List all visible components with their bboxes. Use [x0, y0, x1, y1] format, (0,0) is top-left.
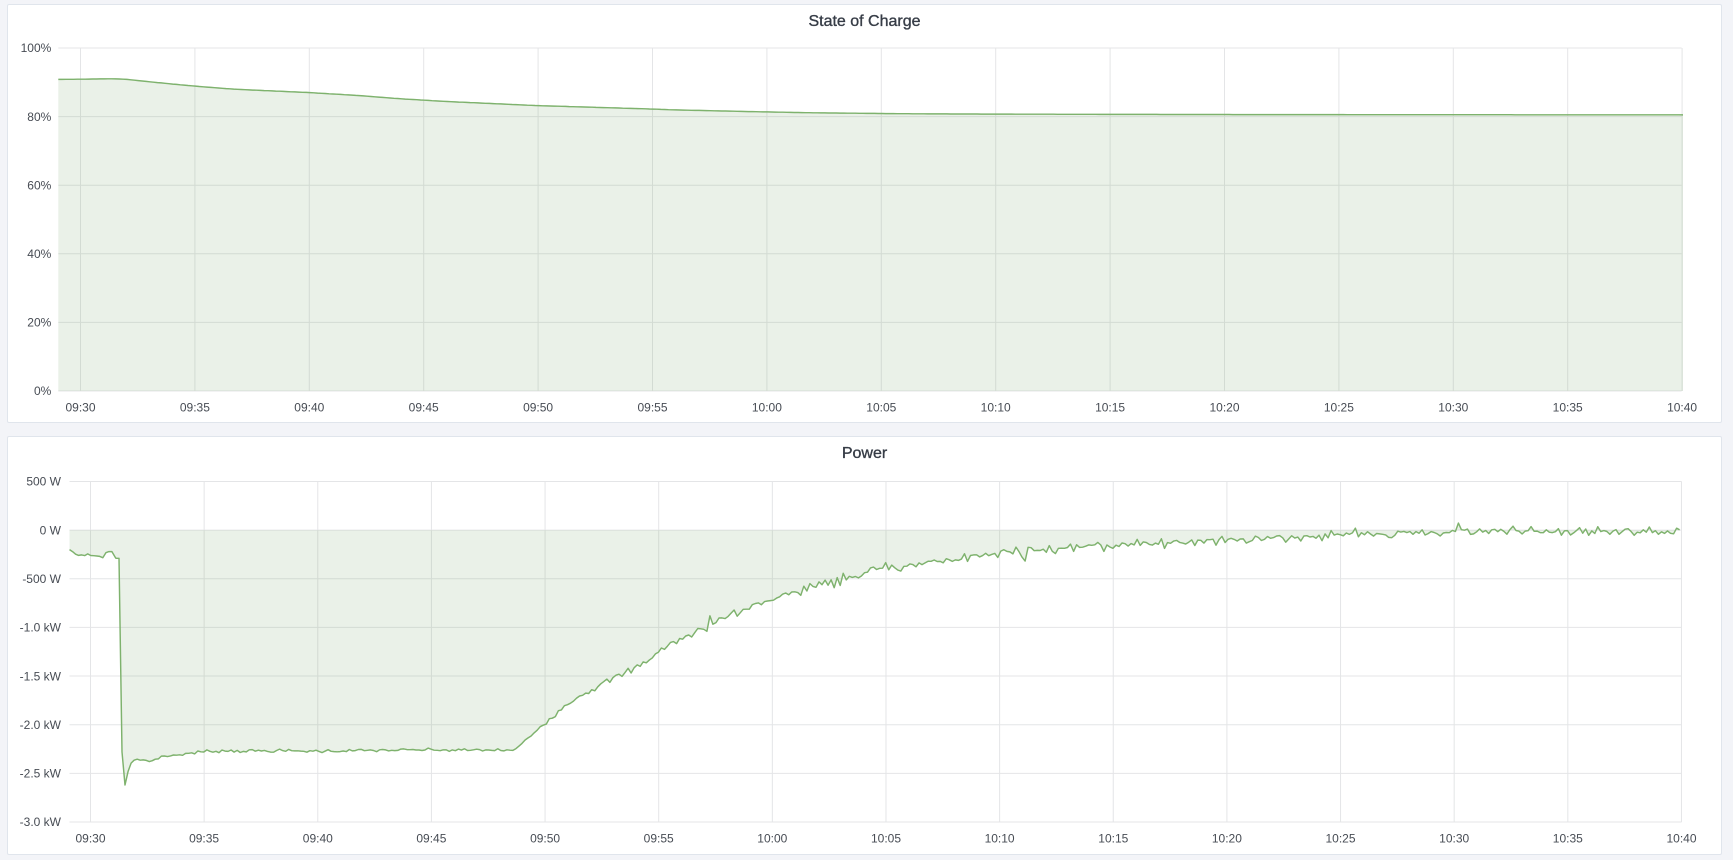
svg-text:10:25: 10:25: [1324, 400, 1354, 414]
svg-text:10:00: 10:00: [752, 400, 782, 414]
svg-text:80%: 80%: [27, 110, 51, 124]
svg-text:40%: 40%: [27, 247, 51, 261]
svg-text:09:40: 09:40: [294, 400, 324, 414]
svg-text:10:40: 10:40: [1666, 832, 1696, 846]
svg-text:10:10: 10:10: [985, 832, 1015, 846]
svg-text:100%: 100%: [21, 41, 52, 55]
svg-text:09:40: 09:40: [303, 832, 333, 846]
svg-text:0 W: 0 W: [40, 523, 62, 537]
svg-text:10:35: 10:35: [1553, 400, 1583, 414]
svg-text:09:30: 09:30: [75, 832, 105, 846]
svg-text:09:35: 09:35: [180, 400, 210, 414]
svg-text:10:40: 10:40: [1667, 400, 1697, 414]
svg-text:10:05: 10:05: [871, 832, 901, 846]
svg-text:09:50: 09:50: [530, 832, 560, 846]
svg-text:09:45: 09:45: [416, 832, 446, 846]
svg-text:-3.0 kW: -3.0 kW: [20, 815, 62, 829]
svg-text:20%: 20%: [27, 316, 51, 330]
svg-text:-1.5 kW: -1.5 kW: [20, 669, 62, 683]
svg-text:10:15: 10:15: [1098, 832, 1128, 846]
svg-text:-500 W: -500 W: [22, 572, 61, 586]
svg-text:10:20: 10:20: [1209, 400, 1239, 414]
svg-text:0%: 0%: [34, 384, 52, 398]
svg-text:10:30: 10:30: [1438, 400, 1468, 414]
svg-text:10:10: 10:10: [981, 400, 1011, 414]
svg-text:09:45: 09:45: [409, 400, 439, 414]
svg-text:09:55: 09:55: [644, 832, 674, 846]
svg-text:09:30: 09:30: [65, 400, 95, 414]
svg-text:10:05: 10:05: [866, 400, 896, 414]
svg-text:10:15: 10:15: [1095, 400, 1125, 414]
svg-text:09:35: 09:35: [189, 832, 219, 846]
svg-text:-2.0 kW: -2.0 kW: [20, 718, 62, 732]
svg-text:10:00: 10:00: [757, 832, 787, 846]
svg-text:10:35: 10:35: [1553, 832, 1583, 846]
svg-text:10:25: 10:25: [1325, 832, 1355, 846]
svg-text:09:50: 09:50: [523, 400, 553, 414]
svg-text:10:30: 10:30: [1439, 832, 1469, 846]
svg-text:60%: 60%: [27, 178, 51, 192]
svg-text:500 W: 500 W: [26, 475, 61, 489]
svg-text:09:55: 09:55: [637, 400, 667, 414]
svg-text:10:20: 10:20: [1212, 832, 1242, 846]
svg-text:-1.0 kW: -1.0 kW: [20, 621, 62, 635]
svg-text:-2.5 kW: -2.5 kW: [20, 767, 62, 781]
